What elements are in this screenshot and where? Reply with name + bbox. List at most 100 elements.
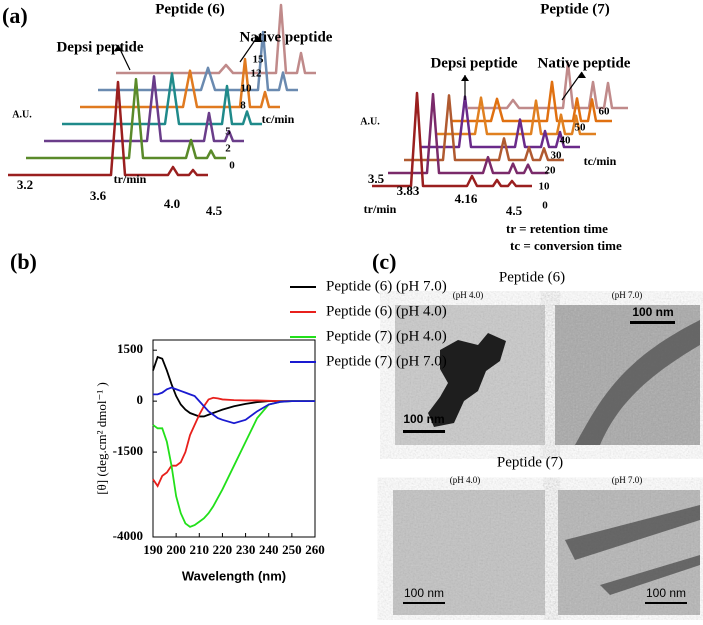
axis-label: tr/min [364, 202, 397, 216]
x-tick-label: 230 [236, 542, 256, 557]
legend-label: Peptide (6) (pH 4.0) [326, 303, 447, 319]
arrow [561, 71, 583, 101]
x-tick-label: 220 [213, 542, 233, 557]
x-tick-label: 200 [166, 542, 186, 557]
legend-label: Peptide (6) (pH 7.0) [326, 278, 447, 294]
scale-bar [645, 602, 687, 604]
z-tick-label: 60 [599, 106, 611, 118]
panel-title: Peptide (7) [497, 454, 563, 470]
panel-label: (c) [372, 249, 396, 274]
arrow [239, 35, 259, 63]
arrow-head [114, 45, 122, 51]
annotation: Depsi peptide [430, 55, 517, 71]
z-tick-label: 30 [551, 150, 563, 162]
note: tc = conversion time [510, 238, 622, 253]
chromatogram [26, 77, 226, 160]
chromatogram [388, 92, 548, 175]
chromatogram [80, 57, 280, 109]
image-caption: (pH 4.0) [450, 475, 481, 485]
panel-title: Peptide (7) [540, 1, 610, 17]
legend-label: Peptide (7) (pH 4.0) [326, 328, 447, 344]
annotation: Native peptide [240, 29, 333, 45]
x-axis-label: Wavelength (nm) [182, 568, 286, 583]
chromatogram [116, 3, 316, 75]
x-tick-label: 3.6 [90, 188, 107, 203]
chromatogram [452, 80, 612, 123]
scale-label: 100 nm [632, 305, 673, 319]
z-tick-label: 50 [575, 122, 587, 134]
x-tick-label: 250 [282, 542, 302, 557]
arrow-head [461, 75, 469, 81]
y-tick-label: -1500 [113, 443, 143, 458]
fiber [575, 320, 700, 445]
image-caption: (pH 7.0) [612, 290, 643, 300]
scale-label: 100 nm [403, 412, 444, 426]
y-tick-label: -4000 [113, 528, 143, 543]
annotation: Depsi peptide [56, 39, 143, 55]
chromatogram [468, 61, 628, 110]
chromatogram [44, 75, 244, 143]
image-caption: (pH 4.0) [453, 290, 484, 300]
chromatogram [8, 80, 208, 177]
scale-label: 100 nm [404, 586, 444, 600]
z-tick-label: 2 [225, 143, 231, 155]
x-tick-label: 4.5 [206, 203, 223, 218]
aggregate [428, 333, 506, 427]
chromatogram [372, 91, 532, 188]
axis-label: tr/min [114, 172, 147, 186]
x-tick-label: 190 [143, 542, 163, 557]
y-tick-label: 0 [137, 392, 144, 407]
tem-texture [393, 490, 545, 615]
axis-label: tc/min [262, 112, 295, 126]
scale-bar [403, 602, 445, 604]
axis-label: A.U. [360, 116, 380, 127]
chromatogram [98, 30, 298, 92]
x-tick-label: 260 [305, 542, 325, 557]
x-tick-label: 240 [259, 542, 279, 557]
arrow-head [254, 36, 262, 42]
data-line [152, 396, 315, 488]
tem-images [393, 305, 700, 615]
chromatogram [436, 96, 596, 136]
chromatogram [62, 72, 262, 126]
z-tick-label: 5 [225, 126, 231, 138]
fiber [565, 505, 700, 595]
z-tick-label: 40 [560, 135, 572, 147]
data-line [152, 355, 315, 418]
z-tick-label: 8 [240, 100, 246, 112]
y-tick-label: 1500 [117, 341, 143, 356]
x-tick-label: 4.5 [506, 203, 523, 218]
z-tick-label: 0 [542, 200, 548, 212]
note: tr = retention time [506, 221, 608, 236]
annotation: Native peptide [538, 55, 631, 71]
chromatogram [404, 94, 564, 162]
scale-bar [403, 430, 445, 433]
axis-label: tc/min [584, 154, 617, 168]
z-tick-label: 15 [253, 54, 265, 66]
legend-label: Peptide (7) (pH 7.0) [326, 353, 447, 369]
x-tick-label: 210 [190, 542, 210, 557]
scale-label: 100 nm [646, 586, 686, 600]
arrow-head [578, 72, 586, 78]
x-tick-label: 3.5 [368, 171, 385, 186]
z-tick-label: 0 [229, 160, 235, 172]
z-tick-label: 10 [539, 181, 551, 193]
x-tick-label: 3.2 [17, 177, 33, 192]
axis-label: A.U. [12, 109, 32, 120]
x-tick-label: 3.83 [397, 183, 420, 198]
panel-label: (b) [10, 249, 37, 274]
data-line [153, 386, 315, 425]
x-tick-label: 4.16 [455, 191, 478, 206]
z-tick-label: 12 [251, 68, 263, 80]
image-caption: (pH 7.0) [612, 475, 643, 485]
z-tick-label: 10 [241, 83, 253, 95]
panel-label: (a) [2, 3, 28, 28]
y-axis-label: [θ] (deg.cm² dmol⁻¹ ) [94, 382, 109, 495]
x-tick-label: 4.0 [164, 196, 180, 211]
scale-bar [630, 321, 675, 324]
panel-title: Peptide (6) [155, 1, 225, 17]
chromatogram [420, 95, 580, 149]
plot-frame [152, 339, 316, 538]
z-tick-label: 20 [545, 165, 557, 177]
